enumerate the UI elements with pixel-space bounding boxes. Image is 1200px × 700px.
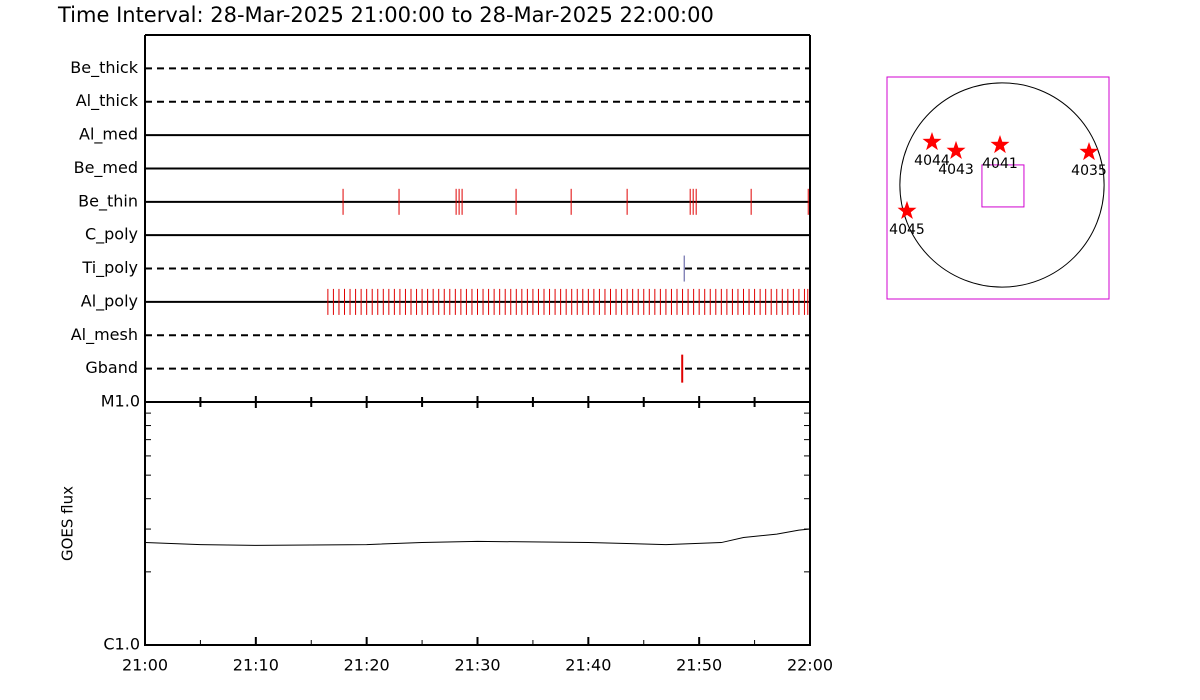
y-axis-label: GOES flux [59, 486, 77, 561]
ar-star [946, 140, 966, 159]
x-tick-label: 21:30 [454, 656, 500, 675]
y-tick-label: C1.0 [103, 635, 140, 654]
plot-frame [144, 401, 811, 646]
ar-star [1079, 142, 1099, 161]
ar-label: 4041 [982, 156, 1018, 172]
fov-box [981, 164, 1025, 208]
x-tick-label: 22:00 [787, 656, 833, 675]
ar-star [922, 132, 942, 151]
x-tick-label: 21:40 [565, 656, 611, 675]
ar-star [897, 200, 917, 219]
goes-line [144, 528, 811, 546]
x-tick-label: 21:00 [122, 656, 168, 675]
ar-label: 4044 [914, 153, 950, 169]
title: Time Interval: 28-Mar-2025 21:00:00 to 2… [57, 3, 714, 27]
x-tick-label: 21:10 [233, 656, 279, 675]
row-label: Be_med [74, 158, 138, 178]
row-label: Ti_poly [81, 258, 138, 278]
x-tick-label: 21:50 [676, 656, 722, 675]
ar-label: 4043 [938, 162, 974, 178]
row-label: C_poly [85, 225, 138, 245]
row-label: Be_thick [70, 58, 138, 78]
y-tick-label: M1.0 [101, 392, 140, 411]
ar-label: 4045 [889, 222, 925, 238]
ar-label: 4035 [1071, 163, 1107, 179]
x-tick-label: 21:20 [344, 656, 390, 675]
map-frame [886, 76, 1110, 300]
row-label: Be_thin [78, 191, 138, 211]
row-label: Gband [85, 358, 138, 377]
solar-disk [899, 82, 1105, 288]
row-label: Al_mesh [71, 325, 138, 345]
row-label: Al_med [79, 125, 138, 145]
ar-star [990, 135, 1010, 154]
row-label: Al_poly [81, 291, 138, 311]
row-label: Al_thick [76, 91, 139, 111]
